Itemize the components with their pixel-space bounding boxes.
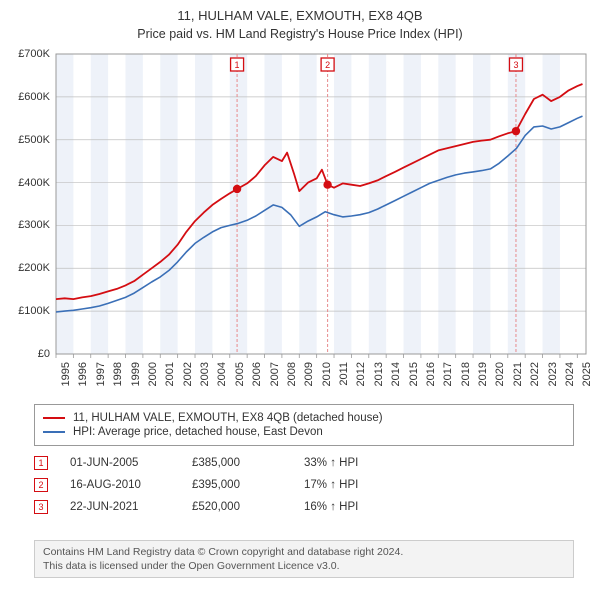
x-tick-label: 2013 xyxy=(373,362,385,386)
event-marker: 3 xyxy=(34,500,48,514)
footer-line-2: This data is licensed under the Open Gov… xyxy=(43,559,565,573)
event-date: 22-JUN-2021 xyxy=(70,501,170,513)
legend-item: HPI: Average price, detached house, East… xyxy=(43,425,565,439)
events-table: 1 01-JUN-2005 £385,000 33% ↑ HPI 2 16-AUG-201… xyxy=(34,452,574,518)
x-tick-label: 2012 xyxy=(355,362,367,386)
footer-line-1: Contains HM Land Registry data © Crown c… xyxy=(43,545,565,559)
x-tick-label: 2005 xyxy=(234,362,246,386)
y-tick-label: £700K xyxy=(18,48,50,60)
x-tick-label: 2017 xyxy=(442,362,454,386)
x-tick-label: 1997 xyxy=(95,362,107,386)
legend-swatch xyxy=(43,431,65,433)
footer-attribution: Contains HM Land Registry data © Crown c… xyxy=(34,540,574,578)
y-tick-label: £600K xyxy=(18,91,50,103)
x-tick-label: 2021 xyxy=(512,362,524,386)
x-tick-label: 2001 xyxy=(164,362,176,386)
x-tick-label: 2009 xyxy=(303,362,315,386)
svg-text:1: 1 xyxy=(235,60,240,70)
event-marker: 1 xyxy=(34,456,48,470)
event-marker: 2 xyxy=(34,478,48,492)
event-price: £395,000 xyxy=(192,479,282,491)
legend-label: HPI: Average price, detached house, East… xyxy=(73,426,323,438)
chart-title: 11, HULHAM VALE, EXMOUTH, EX8 4QB xyxy=(0,6,600,25)
x-tick-label: 2004 xyxy=(216,362,228,386)
legend-label: 11, HULHAM VALE, EXMOUTH, EX8 4QB (detac… xyxy=(73,412,383,424)
x-tick-label: 2010 xyxy=(321,362,333,386)
chart-subtitle: Price paid vs. HM Land Registry's House … xyxy=(0,25,600,47)
chart-svg: 1 2 3 xyxy=(0,48,600,398)
x-tick-label: 2016 xyxy=(425,362,437,386)
y-tick-label: £0 xyxy=(38,348,50,360)
x-tick-label: 2020 xyxy=(494,362,506,386)
y-tick-label: £300K xyxy=(18,219,50,231)
header: 11, HULHAM VALE, EXMOUTH, EX8 4QB Price … xyxy=(0,0,600,47)
event-diff: 33% ↑ HPI xyxy=(304,457,414,469)
x-tick-label: 2022 xyxy=(529,362,541,386)
x-tick-label: 2023 xyxy=(547,362,559,386)
legend-item: 11, HULHAM VALE, EXMOUTH, EX8 4QB (detac… xyxy=(43,411,565,425)
y-tick-label: £200K xyxy=(18,262,50,274)
x-tick-label: 1999 xyxy=(130,362,142,386)
x-tick-label: 2019 xyxy=(477,362,489,386)
x-tick-label: 1995 xyxy=(60,362,72,386)
event-row: 1 01-JUN-2005 £385,000 33% ↑ HPI xyxy=(34,452,574,474)
x-tick-label: 2003 xyxy=(199,362,211,386)
x-tick-label: 2007 xyxy=(269,362,281,386)
event-diff: 17% ↑ HPI xyxy=(304,479,414,491)
x-tick-label: 2024 xyxy=(564,362,576,386)
legend-swatch xyxy=(43,417,65,419)
x-tick-label: 2002 xyxy=(182,362,194,386)
event-price: £385,000 xyxy=(192,457,282,469)
y-tick-label: £500K xyxy=(18,134,50,146)
x-tick-label: 2018 xyxy=(460,362,472,386)
event-row: 3 22-JUN-2021 £520,000 16% ↑ HPI xyxy=(34,496,574,518)
x-tick-label: 2000 xyxy=(147,362,159,386)
svg-text:2: 2 xyxy=(325,60,330,70)
x-tick-label: 2015 xyxy=(408,362,420,386)
event-diff: 16% ↑ HPI xyxy=(304,501,414,513)
x-tick-label: 1996 xyxy=(77,362,89,386)
x-tick-label: 2014 xyxy=(390,362,402,386)
x-tick-label: 2011 xyxy=(338,362,350,386)
legend: 11, HULHAM VALE, EXMOUTH, EX8 4QB (detac… xyxy=(34,404,574,446)
x-tick-label: 2025 xyxy=(581,362,593,386)
event-row: 2 16-AUG-2010 £395,000 17% ↑ HPI xyxy=(34,474,574,496)
y-tick-label: £100K xyxy=(18,305,50,317)
x-tick-label: 2006 xyxy=(251,362,263,386)
x-tick-label: 2008 xyxy=(286,362,298,386)
x-tick-label: 1998 xyxy=(112,362,124,386)
event-date: 16-AUG-2010 xyxy=(70,479,170,491)
event-price: £520,000 xyxy=(192,501,282,513)
svg-text:3: 3 xyxy=(513,60,518,70)
chart-area: 1 2 3 £0 £100K £200K £300K £400K £500K £600K £700… xyxy=(0,48,600,398)
event-date: 01-JUN-2005 xyxy=(70,457,170,469)
chart-container: 11, HULHAM VALE, EXMOUTH, EX8 4QB Price … xyxy=(0,0,600,590)
y-tick-label: £400K xyxy=(18,177,50,189)
